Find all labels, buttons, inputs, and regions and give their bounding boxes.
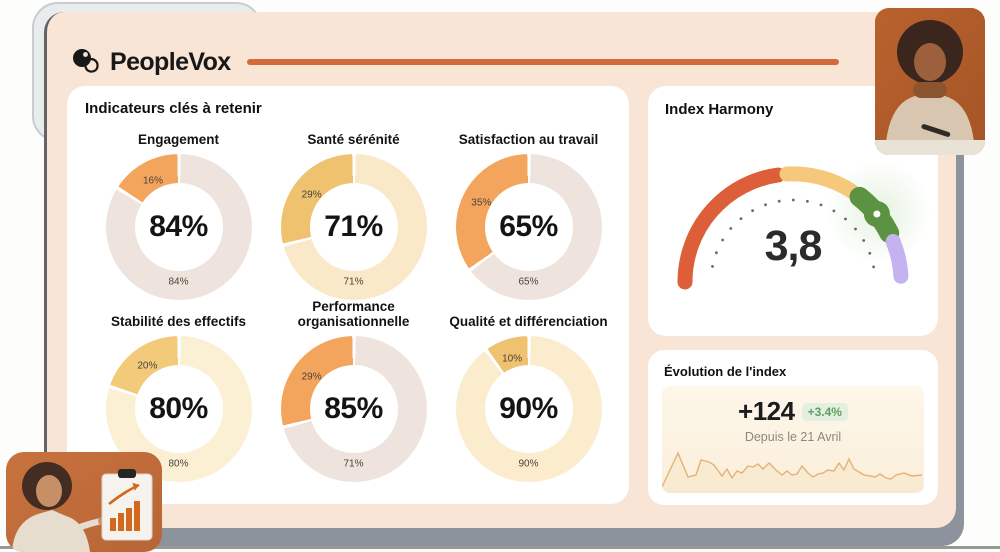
desk bbox=[875, 140, 985, 155]
clipboard-clip bbox=[118, 469, 136, 478]
donut-slice-label: 80% bbox=[168, 458, 189, 470]
neck bbox=[913, 82, 947, 98]
donut-grid: Engagement 16% 84% 84% Santé sérénité 29… bbox=[91, 118, 616, 482]
photo-woman-clipboard bbox=[6, 452, 162, 552]
donut-wedge-label: 29% bbox=[301, 371, 322, 383]
donut-hole: 71% bbox=[309, 183, 398, 271]
evolution-inner-panel: +124 +3.4% Depuis le 21 Avril bbox=[662, 386, 924, 493]
evolution-delta: +124 bbox=[738, 396, 795, 426]
donut-label: Qualité et différenciation bbox=[449, 314, 608, 330]
dashboard-panel: PeopleVox Indicateurs clés à retenir Eng… bbox=[44, 12, 956, 528]
donut-center-value: 80% bbox=[149, 392, 208, 425]
donut-wedge-label: 29% bbox=[301, 189, 322, 201]
gauge-segment-mid bbox=[779, 166, 860, 199]
donut-slice-label: 71% bbox=[343, 276, 364, 288]
donut-label: Satisfaction au travail bbox=[458, 132, 599, 148]
brand-logo: PeopleVox bbox=[71, 47, 231, 77]
donut-chart: 16% 84% 84% bbox=[105, 154, 252, 300]
donut-slice-label: 65% bbox=[518, 276, 539, 288]
evolution-delta-pct-badge: +3.4% bbox=[801, 402, 848, 421]
donut-label: Stabilité des effectifs bbox=[110, 314, 247, 330]
donut-label: Performance organisationnelle bbox=[297, 298, 410, 330]
gauge-chart bbox=[677, 160, 931, 290]
donut-slice-label: 84% bbox=[168, 276, 189, 288]
donut-chart: 29% 71% 71% bbox=[280, 154, 427, 300]
donut-wedge-label: 20% bbox=[137, 360, 158, 372]
evolution-sparkline bbox=[662, 451, 924, 493]
pen bbox=[921, 124, 951, 137]
kpi-donut: Stabilité des effectifs 20% 80% 80% bbox=[91, 300, 266, 482]
sweater bbox=[885, 90, 975, 155]
donut-chart: 29% 71% 85% bbox=[280, 336, 427, 482]
kpi-card-title: Indicateurs clés à retenir bbox=[85, 100, 262, 117]
donut-slice-label: 90% bbox=[518, 458, 539, 470]
donut-chart: 35% 65% 65% bbox=[455, 154, 602, 300]
clipboard-bar-chart bbox=[108, 482, 140, 531]
sparkline-fill bbox=[662, 453, 924, 493]
donut-center-value: 84% bbox=[149, 210, 208, 243]
donut-hole: 80% bbox=[134, 365, 223, 453]
gauge-segment-low bbox=[677, 167, 786, 290]
kpi-card: Indicateurs clés à retenir Engagement 16… bbox=[67, 86, 629, 504]
kpi-donut: Santé sérénité 29% 71% 71% bbox=[266, 118, 441, 300]
donut-slice-label: 71% bbox=[343, 458, 364, 470]
arm bbox=[64, 518, 102, 536]
photo-woman-writing-illustration bbox=[875, 8, 985, 155]
gauge-value: 3,8 bbox=[764, 222, 823, 270]
kpi-donut: Satisfaction au travail 35% 65% 65% bbox=[441, 118, 616, 300]
donut-center-value: 71% bbox=[324, 210, 383, 243]
donut-center-value: 65% bbox=[499, 210, 558, 243]
donut-hole: 90% bbox=[484, 365, 573, 453]
photo-woman-writing bbox=[875, 8, 985, 155]
gauge-card-title: Index Harmony bbox=[665, 101, 774, 118]
donut-wedge-label: 10% bbox=[502, 353, 523, 365]
evolution-subtitle: Depuis le 21 Avril bbox=[744, 430, 842, 444]
gauge-indicator-dot bbox=[868, 205, 886, 223]
donut-chart: 10% 90% 90% bbox=[455, 336, 602, 482]
header: PeopleVox bbox=[71, 42, 931, 82]
face bbox=[914, 43, 946, 81]
donut-hole: 85% bbox=[309, 365, 398, 453]
sweater bbox=[12, 510, 90, 552]
header-accent-line bbox=[246, 59, 839, 65]
donut-center-value: 85% bbox=[324, 392, 383, 425]
donut-wedge-label: 16% bbox=[142, 175, 163, 187]
donut-label: Engagement bbox=[137, 132, 219, 148]
evolution-card: Évolution de l'index +124 +3.4% Depuis l… bbox=[648, 350, 938, 505]
photo-woman-clipboard-illustration bbox=[6, 452, 162, 552]
harmony-gauge: 3,8 bbox=[653, 134, 933, 304]
kpi-donut: Engagement 16% 84% 84% bbox=[91, 118, 266, 300]
kpi-donut: Performance organisationnelle 29% 71% 85… bbox=[266, 298, 441, 482]
peoplevox-logo-icon bbox=[73, 49, 99, 73]
donut-hole: 84% bbox=[134, 183, 223, 271]
donut-hole: 65% bbox=[484, 183, 573, 271]
donut-center-value: 90% bbox=[499, 392, 558, 425]
evolution-card-title: Évolution de l'index bbox=[664, 364, 787, 379]
page-bottom-edge bbox=[0, 546, 1000, 549]
gauge-card: Index Harmony bbox=[648, 86, 938, 336]
kpi-donut: Qualité et différenciation 10% 90% 90% bbox=[441, 300, 616, 482]
donut-chart: 20% 80% 80% bbox=[105, 336, 252, 482]
gauge-segment-top bbox=[885, 234, 909, 284]
brand-name: PeopleVox bbox=[110, 47, 231, 76]
gauge-ticks bbox=[711, 198, 875, 269]
sparkline-line bbox=[662, 451, 923, 488]
face bbox=[36, 475, 62, 507]
donut-label: Santé sérénité bbox=[307, 132, 400, 148]
donut-wedge-label: 35% bbox=[471, 197, 492, 209]
